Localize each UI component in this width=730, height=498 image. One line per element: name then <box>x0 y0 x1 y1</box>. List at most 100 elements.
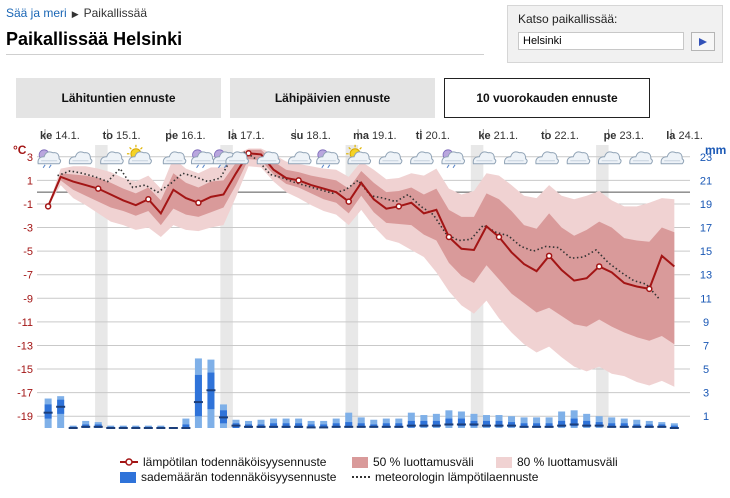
precip-quartile-bar <box>307 424 315 428</box>
forecast-chart: 31-1-3-5-7-9-11-13-15-17-192321191715131… <box>13 129 726 429</box>
tab-nearest-hours[interactable]: Lähituntien ennuste <box>16 78 221 118</box>
left-tick-label: -5 <box>23 246 33 258</box>
precip-range-bar <box>257 419 265 428</box>
precip-median-mark <box>657 425 667 428</box>
precip-median-mark <box>168 427 178 429</box>
precip-median-mark <box>494 424 504 427</box>
precip-median-mark <box>306 426 316 429</box>
precip-median-mark <box>644 425 654 428</box>
cloud-icon <box>597 151 622 165</box>
precip-median-mark <box>156 427 166 429</box>
tab-label: Lähituntien ennuste <box>61 91 176 105</box>
conf80-swatch <box>496 456 512 468</box>
left-tick-label: 3 <box>27 152 33 164</box>
day-label: ma 19.1. <box>353 130 396 142</box>
precip-median-mark <box>582 424 592 427</box>
precip-median-mark <box>406 424 416 427</box>
temp-point <box>295 177 302 184</box>
precip-median-mark <box>231 424 241 427</box>
precip-median-mark <box>381 425 391 428</box>
precip-median-mark <box>269 425 279 428</box>
precip-median-mark <box>356 425 366 428</box>
precip-median-mark <box>56 405 66 408</box>
rain-icon <box>316 149 340 169</box>
cloud-icon <box>566 151 591 165</box>
temp-point <box>545 252 553 260</box>
precip-median-mark <box>68 427 78 429</box>
temp-point <box>595 263 603 270</box>
cloud-icon <box>660 151 685 165</box>
precip-median-mark <box>43 411 53 414</box>
cloud-icon <box>504 151 528 165</box>
precip-median-mark <box>507 424 517 427</box>
precip-quartile-bar <box>620 423 628 428</box>
tab-10-day[interactable]: 10 vuorokauden ennuste <box>444 78 650 118</box>
precip-median-mark <box>569 423 579 426</box>
precip-median-mark <box>594 424 604 427</box>
precip-quartile-bar <box>583 420 591 427</box>
precip-range-bar <box>357 417 365 428</box>
right-axis-unit: mm <box>705 143 726 157</box>
rain-icon <box>37 149 62 169</box>
cloud-icon <box>629 151 653 165</box>
cloud-icon <box>225 151 249 165</box>
legend-conf80-label: 80 % luottamusväli <box>517 455 618 469</box>
breadcrumb-home-link[interactable]: Sää ja meri <box>6 6 67 20</box>
left-tick-label: -19 <box>17 411 33 423</box>
tab-next-days[interactable]: Lähipäivien ennuste <box>230 78 435 118</box>
location-search-input[interactable] <box>518 32 684 50</box>
legend-temp: lämpötilan todennäköisyysennuste <box>120 455 326 469</box>
day-label: la 24.1. <box>666 130 703 142</box>
precip-median-mark <box>419 424 429 427</box>
breadcrumb: Sää ja meri ▶ Paikallissää <box>6 6 147 20</box>
precip-quartile-bar <box>533 423 541 428</box>
temp-point <box>145 195 152 203</box>
cloud-icon <box>378 151 403 165</box>
precip-quartile-bar <box>357 423 365 428</box>
precip-median-mark <box>319 426 329 429</box>
precip-quartile-bar <box>495 420 503 427</box>
precip-median-mark <box>557 424 567 427</box>
day-label: pe 23.1. <box>604 130 644 142</box>
precip-median-mark <box>81 425 91 428</box>
right-tick-label: 5 <box>703 364 709 376</box>
meteorologist-temp-line <box>57 151 660 299</box>
right-tick-label: 7 <box>703 340 709 352</box>
precip-median-mark <box>193 401 203 404</box>
precip-median-mark <box>431 424 441 427</box>
precip-median-mark <box>331 425 341 428</box>
precip-quartile-bar <box>595 422 603 427</box>
location-search-button[interactable] <box>691 32 715 51</box>
precip-quartile-bar <box>420 420 428 427</box>
cloud-icon <box>410 151 434 165</box>
precip-median-mark <box>456 423 466 426</box>
tab-label: 10 vuorokauden ennuste <box>476 91 618 105</box>
precip-quartile-bar <box>670 425 678 428</box>
precip-range-bar <box>182 418 190 428</box>
precip-median-mark <box>607 425 617 428</box>
title-divider <box>6 54 484 55</box>
tab-label: Lähipäivien ennuste <box>274 91 391 105</box>
location-search-label: Katso paikallissää: <box>518 12 618 26</box>
right-tick-label: 3 <box>703 388 709 400</box>
precip-quartile-bar <box>482 420 490 427</box>
rain-icon <box>441 149 466 169</box>
precip-range-bar <box>608 417 616 428</box>
precip-quartile-bar <box>194 374 202 417</box>
right-tick-label: 15 <box>700 246 712 258</box>
cloud-icon <box>162 151 187 165</box>
precip-median-mark <box>444 423 454 426</box>
legend-conf50-label: 50 % luottamusväli <box>373 455 474 469</box>
precip-median-mark <box>369 425 379 428</box>
temp-point <box>445 233 453 241</box>
rain-icon <box>190 149 215 169</box>
precip-quartile-bar <box>332 423 340 428</box>
right-tick-label: 11 <box>700 293 711 305</box>
temp-point <box>345 198 352 205</box>
precip-median-mark <box>519 425 529 428</box>
left-tick-label: -9 <box>23 293 33 305</box>
left-tick-label: -1 <box>23 199 33 211</box>
legend-meteorologist-label: meteorologin lämpötilaennuste <box>375 470 539 484</box>
precip-quartile-bar <box>545 423 553 428</box>
precip-median-mark <box>532 425 542 428</box>
